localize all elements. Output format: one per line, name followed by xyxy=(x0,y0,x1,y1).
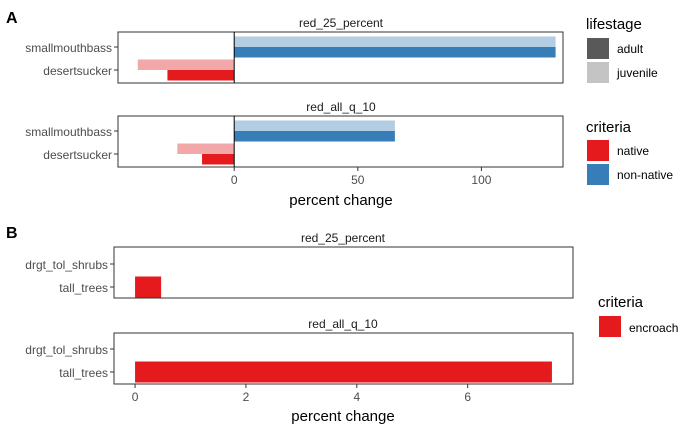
panel-a-x-axis: 0 50 100 xyxy=(231,167,492,187)
x-tick-label: 4 xyxy=(353,390,360,404)
bar-tall_trees-encroach xyxy=(135,361,552,383)
bar-smallmouthbass-adult xyxy=(234,47,556,58)
bar-tall_trees-encroach xyxy=(135,276,162,298)
bar-desertsucker-adult xyxy=(167,70,235,81)
legend-label-encroach: encroach xyxy=(629,321,678,335)
panel-a-facet-2-title: red_all_q_10 xyxy=(306,100,376,114)
legend-label-juvenile: juvenile xyxy=(616,66,658,80)
panel-b-facet-1-plot-area xyxy=(113,246,574,299)
legend-swatch-adult xyxy=(587,38,609,59)
panel-b-facet-1-category-drgt-tol-shrubs: drgt_tol_shrubs xyxy=(25,258,108,272)
x-tick-label: 0 xyxy=(231,173,238,187)
x-tick-label: 0 xyxy=(132,390,139,404)
bar-desertsucker-adult xyxy=(202,154,235,165)
bar-desertsucker-juvenile xyxy=(177,143,235,154)
panel-a-legend-lifestage: lifestage adult juvenile xyxy=(586,16,658,83)
panel-a-facet-1-category-smallmouthbass: smallmouthbass xyxy=(25,41,112,55)
x-tick-label: 2 xyxy=(243,390,250,404)
panel-a-label: A xyxy=(6,10,18,27)
panel-b-facet-2-category-drgt-tol-shrubs: drgt_tol_shrubs xyxy=(25,343,108,357)
panel-a-facet-1-title: red_25_percent xyxy=(299,16,384,30)
panel-a: A red_25_percent smallmouthbass desertsu… xyxy=(6,10,673,209)
legend-swatch-juvenile xyxy=(587,62,609,83)
panel-a-facet-1-category-desertsucker: desertsucker xyxy=(43,64,112,78)
panel-b-facet-2-title: red_all_q_10 xyxy=(308,317,378,331)
panel-b-facet-1-bars xyxy=(135,276,162,298)
panel-b-x-axis-title: percent change xyxy=(291,408,394,425)
legend-label-non-native: non-native xyxy=(617,168,673,182)
panel-a-facet-2-category-smallmouthbass: smallmouthbass xyxy=(25,125,112,139)
legend-criteria-title: criteria xyxy=(586,119,632,136)
legend-swatch-non-native xyxy=(587,164,609,185)
bar-smallmouthbass-juvenile xyxy=(234,36,556,47)
x-tick-label: 50 xyxy=(351,173,365,187)
bar-desertsucker-juvenile xyxy=(137,59,235,70)
legend-lifestage-title: lifestage xyxy=(586,16,642,33)
panel-b-facet-2-category-tall-trees: tall_trees xyxy=(59,366,108,380)
panel-b-label: B xyxy=(6,225,18,242)
panel-a-facet-1-bars xyxy=(137,32,556,83)
panel-a-facet-2-bars xyxy=(177,116,395,167)
panel-a-legend-criteria: criteria native non-native xyxy=(586,119,673,185)
legend-b-criteria-title: criteria xyxy=(598,294,644,311)
panel-a-facet-2-category-desertsucker: desertsucker xyxy=(43,148,112,162)
x-tick-label: 6 xyxy=(464,390,471,404)
legend-label-adult: adult xyxy=(617,42,644,56)
x-tick-label: 100 xyxy=(471,173,491,187)
panel-b-x-axis: 0 2 4 6 xyxy=(132,384,471,404)
panel-a-x-axis-title: percent change xyxy=(289,192,392,209)
panel-b: B red_25_percent drgt_tol_shrubs tall_tr… xyxy=(6,225,678,425)
legend-swatch-native xyxy=(587,140,609,161)
legend-label-native: native xyxy=(617,144,649,158)
panel-b-legend-criteria: criteria encroach xyxy=(598,294,678,337)
panel-b-facet-1-category-tall-trees: tall_trees xyxy=(59,281,108,295)
bar-smallmouthbass-juvenile xyxy=(234,120,395,131)
bar-smallmouthbass-adult xyxy=(234,131,395,142)
legend-swatch-encroach xyxy=(599,316,621,337)
panel-b-facet-1-title: red_25_percent xyxy=(301,231,386,245)
panel-b-facet-2-bars xyxy=(135,361,552,383)
